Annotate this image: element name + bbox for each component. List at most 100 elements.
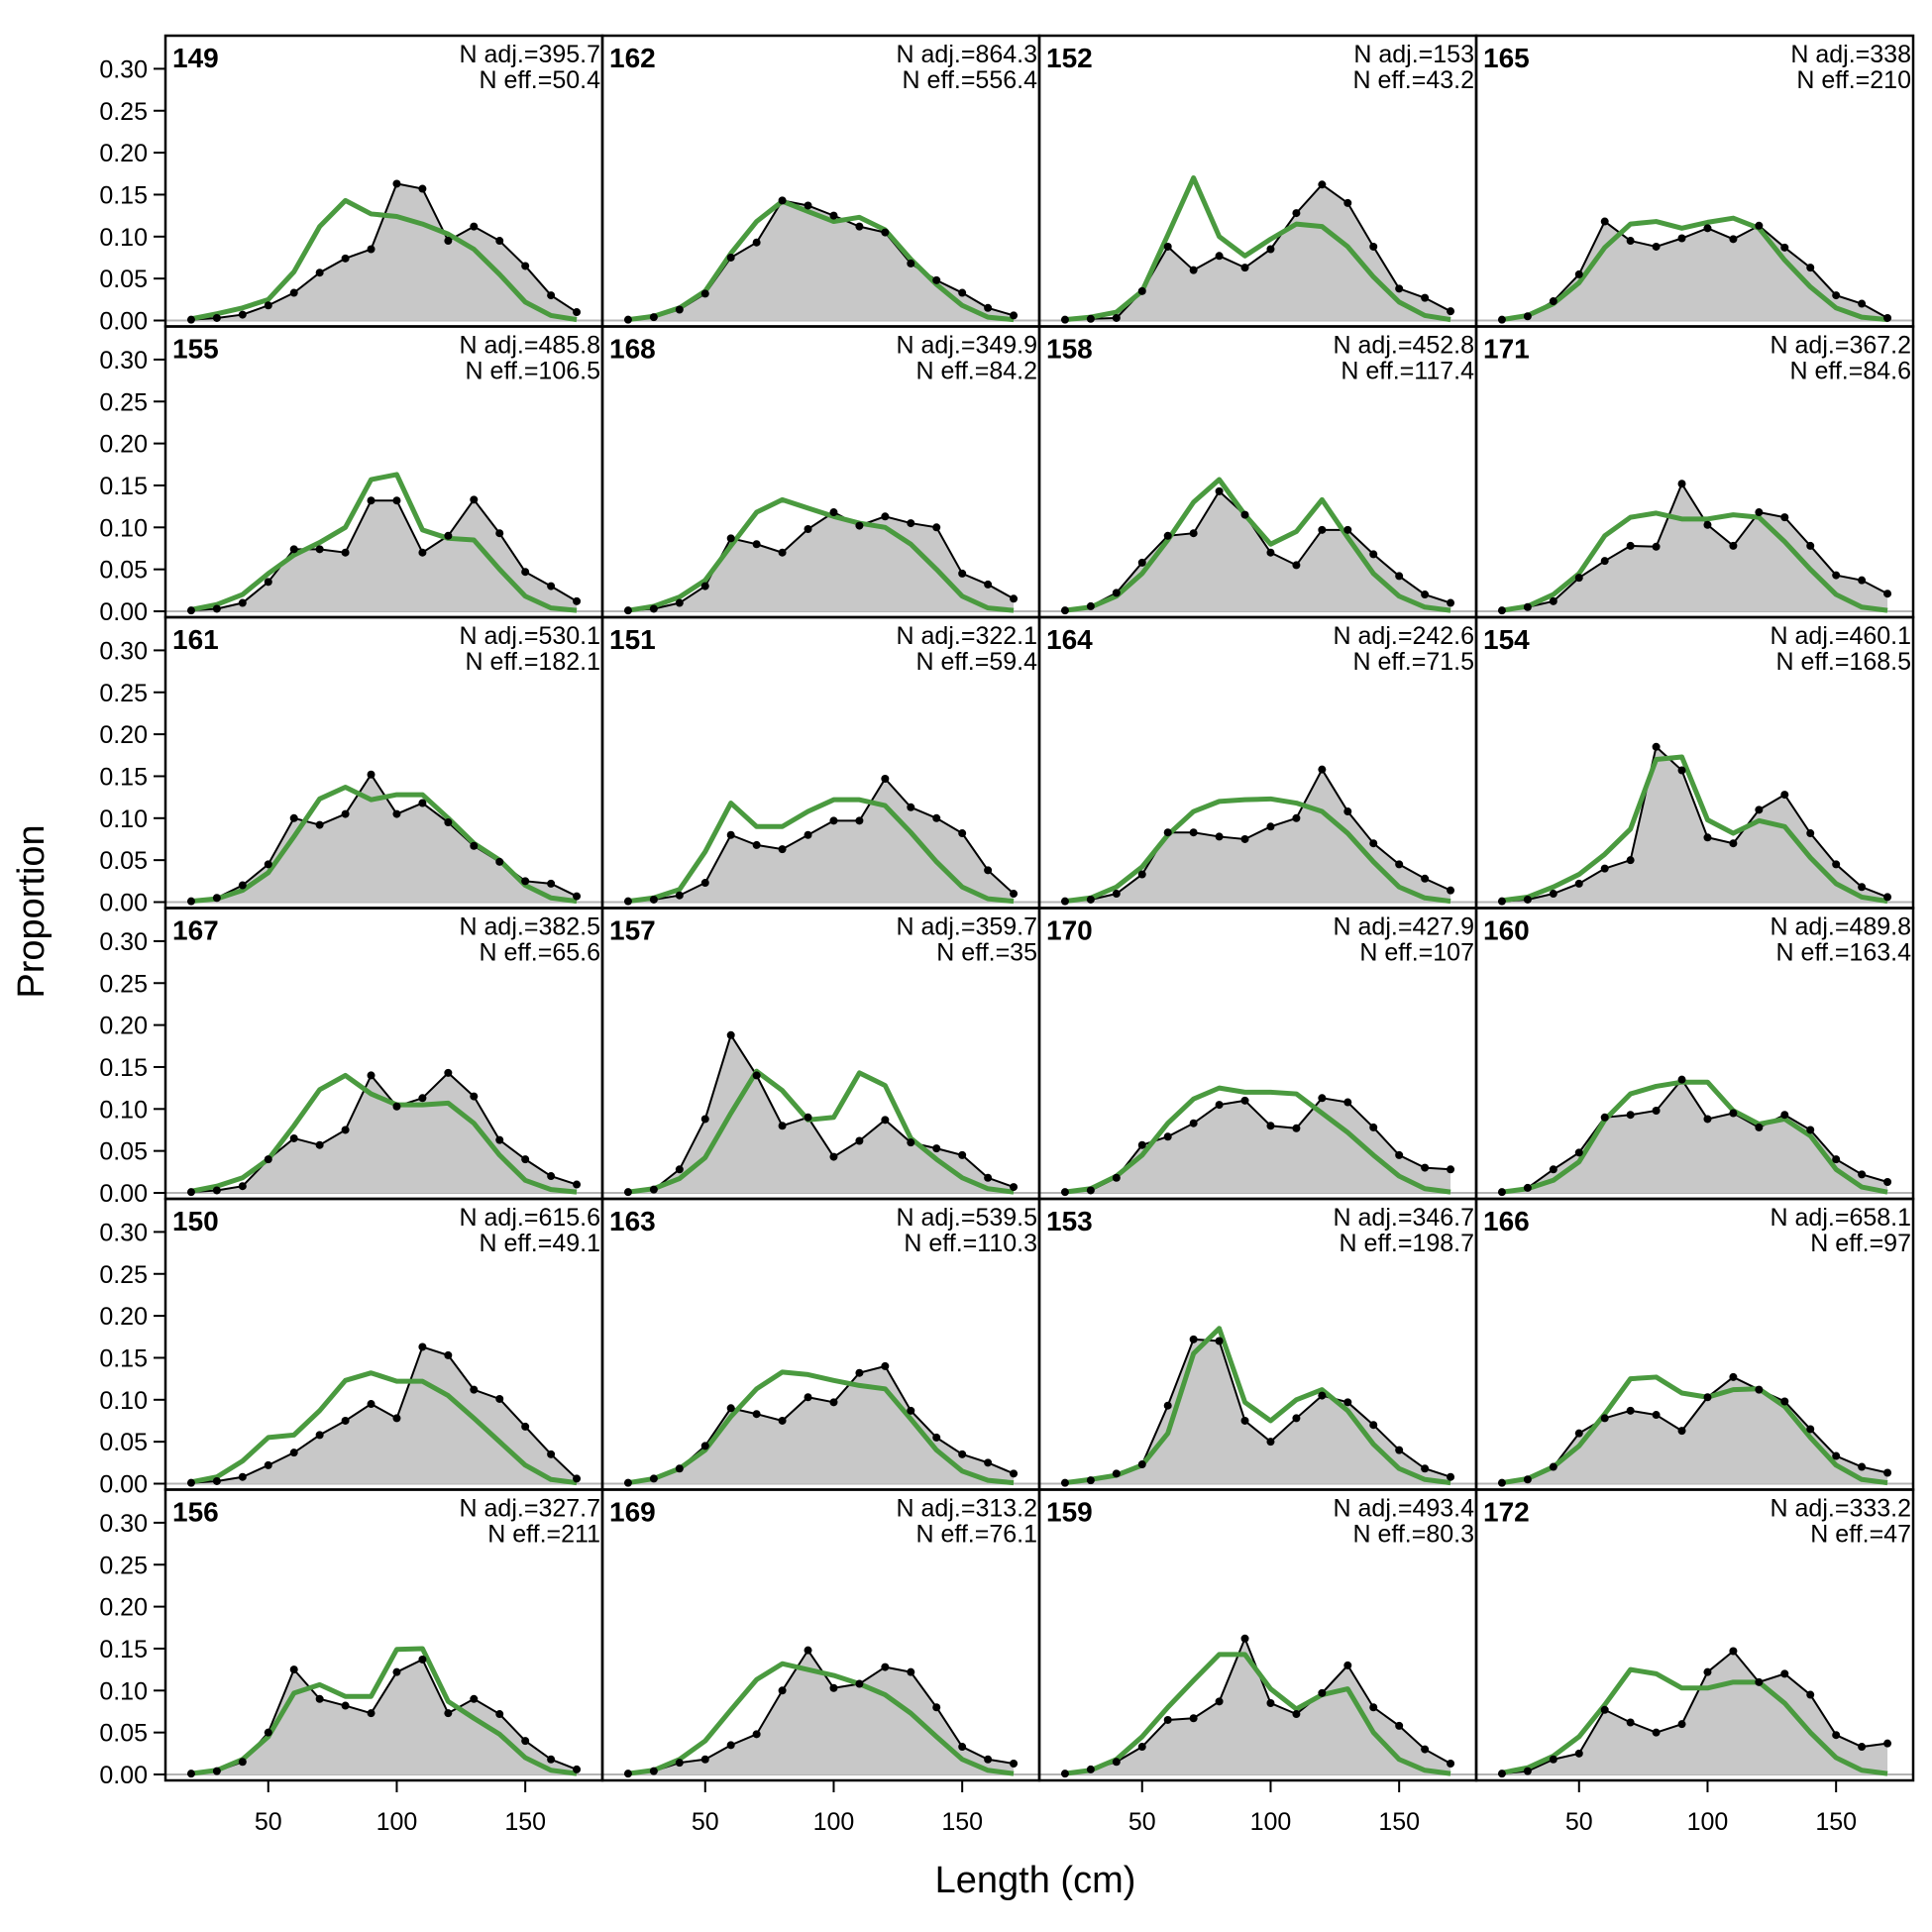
y-tick-label: 0.00 (99, 1471, 148, 1499)
observed-point (907, 1667, 915, 1676)
observed-area (190, 774, 578, 903)
y-tick-label: 0.20 (99, 140, 148, 167)
panel-169: 169 N adj.=313.2N eff.=76.1 (602, 1495, 1039, 1778)
observed-point (1318, 765, 1327, 774)
n-adj-label: N adj.=615.6 (460, 1204, 600, 1232)
observed-area (627, 1365, 1015, 1484)
observed-point (1086, 1765, 1095, 1773)
observed-point (1883, 1739, 1892, 1748)
observed-point (726, 253, 735, 262)
observed-area (1064, 490, 1451, 611)
y-tick-label: 0.30 (99, 55, 148, 83)
observed-point (315, 1431, 324, 1440)
observed-point (1266, 822, 1275, 831)
panel-150: 150 N adj.=615.6N eff.=49.1 (165, 1204, 602, 1487)
observed-point (1137, 1460, 1146, 1469)
observed-point (1292, 813, 1301, 822)
n-eff-label: N eff.=210 (1796, 66, 1911, 94)
y-tick-label: 0.05 (99, 1429, 148, 1456)
x-tick-label: 150 (941, 1808, 983, 1836)
panel-159: 159 N adj.=493.4N eff.=80.3 (1039, 1495, 1476, 1778)
y-tick-label: 0.00 (99, 308, 148, 336)
observed-point (1806, 1690, 1815, 1699)
observed-point (264, 1460, 272, 1469)
observed-point (1600, 864, 1609, 873)
n-eff-label: N eff.=168.5 (1776, 648, 1911, 676)
observed-point (1497, 1770, 1506, 1778)
observed-point (1626, 237, 1635, 246)
observed-point (1626, 856, 1635, 865)
observed-point (675, 305, 684, 314)
y-tick-label: 0.15 (99, 473, 148, 500)
n-eff-label: N eff.=107 (1359, 939, 1474, 967)
observed-point (1086, 895, 1095, 904)
n-eff-label: N eff.=97 (1810, 1230, 1911, 1257)
observed-point (1240, 834, 1249, 843)
expected-line (1501, 1666, 1888, 1776)
panel-label: 149 (172, 43, 219, 73)
n-eff-label: N eff.=198.7 (1340, 1230, 1474, 1257)
observed-point (1112, 1173, 1121, 1182)
observed-point (1677, 234, 1686, 243)
observed-point (1806, 1126, 1815, 1134)
observed-point (1318, 1688, 1327, 1697)
observed-point (984, 580, 993, 589)
observed-point (1883, 893, 1892, 902)
observed-point (1600, 217, 1609, 226)
observed-point (289, 545, 298, 554)
x-tick-label: 150 (504, 1808, 546, 1836)
observed-point (726, 1030, 735, 1039)
observed-point (1832, 571, 1841, 580)
observed-point (1318, 1391, 1327, 1400)
observed-point (984, 1173, 993, 1182)
observed-point (829, 1683, 838, 1692)
observed-point (1858, 1743, 1867, 1752)
observed-point (700, 879, 709, 888)
observed-point (932, 275, 941, 284)
observed-area (1064, 1339, 1451, 1484)
observed-point (1858, 576, 1867, 585)
n-adj-label: N adj.=153 (1353, 41, 1474, 68)
observed-point (804, 1113, 812, 1122)
observed-point (1189, 1335, 1198, 1343)
observed-point (1600, 1113, 1609, 1122)
observed-point (1163, 531, 1172, 540)
observed-point (495, 529, 504, 538)
observed-point (984, 1755, 993, 1764)
observed-point (1574, 879, 1583, 888)
n-eff-label: N eff.=71.5 (1352, 648, 1474, 676)
y-tick-label: 0.15 (99, 1636, 148, 1664)
y-tick-label: 0.10 (99, 1677, 148, 1705)
panel-162: 162 N adj.=864.3N eff.=556.4 (602, 41, 1039, 324)
observed-area (627, 512, 1015, 611)
observed-point (1086, 314, 1095, 323)
observed-point (186, 897, 195, 906)
panel-167: 167 N adj.=382.5N eff.=65.6 (165, 913, 602, 1197)
n-adj-label: N adj.=493.4 (1334, 1495, 1475, 1523)
observed-point (1523, 1183, 1532, 1192)
observed-point (1497, 606, 1506, 615)
n-eff-label: N eff.=59.4 (915, 648, 1037, 676)
observed-point (1806, 829, 1815, 838)
expected-line (1064, 1652, 1451, 1776)
expected-line (1501, 754, 1888, 905)
observed-point (675, 1464, 684, 1473)
expected-line (190, 197, 578, 323)
observed-point (341, 1701, 350, 1710)
observed-point (444, 1709, 453, 1718)
observed-point (238, 310, 247, 319)
observed-point (958, 1449, 967, 1458)
observed-point (212, 1767, 221, 1775)
observed-point (1755, 1385, 1764, 1394)
observed-point (547, 291, 556, 300)
observed-point (1729, 1372, 1738, 1381)
observed-point (881, 228, 890, 237)
observed-point (1395, 284, 1404, 293)
observed-point (1369, 242, 1378, 251)
y-tick-label: 0.25 (99, 98, 148, 126)
y-tick-label: 0.30 (99, 637, 148, 665)
y-tick-label: 0.05 (99, 557, 148, 585)
observed-point (752, 1071, 761, 1080)
observed-point (881, 774, 890, 783)
